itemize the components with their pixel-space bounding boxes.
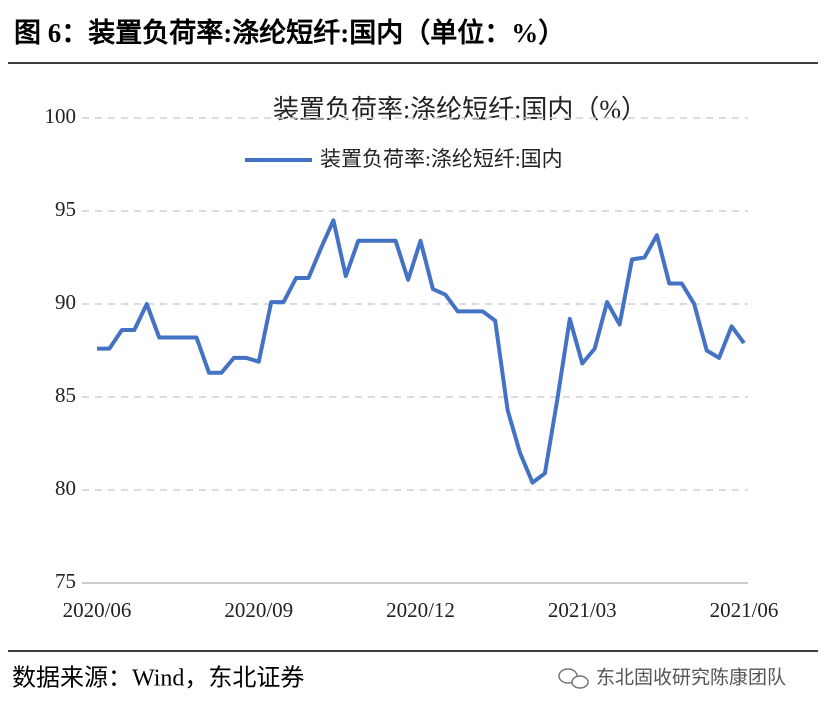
line — [97, 218, 746, 485]
x-tick-label: 2021/06 — [710, 598, 779, 622]
y-tick-label: 85 — [55, 383, 76, 407]
x-tick-label: 2020/09 — [224, 598, 293, 622]
y-tick-label: 80 — [55, 476, 76, 500]
y-tick-label: 100 — [45, 104, 77, 128]
source: 数据来源：Wind，东北证券 — [12, 665, 304, 692]
y-tick-label: 75 — [55, 569, 76, 593]
watermark: 东北固收研究陈康团队 — [596, 667, 786, 689]
x-tick-label: 2020/06 — [63, 598, 132, 622]
x-tick-label: 2021/03 — [548, 598, 617, 622]
y-tick-label: 95 — [55, 197, 76, 221]
wechat-icon — [558, 668, 589, 689]
chart-title: 装置负荷率:涤纶短纤:国内（%） — [273, 95, 647, 124]
x-tick-label: 2020/12 — [386, 598, 455, 622]
header-title: 图 6：装置负荷率:涤纶短纤:国内（单位：%） — [14, 17, 565, 48]
y-tick-label: 90 — [55, 290, 76, 314]
legend-label: 装置负荷率:涤纶短纤:国内 — [320, 147, 563, 171]
